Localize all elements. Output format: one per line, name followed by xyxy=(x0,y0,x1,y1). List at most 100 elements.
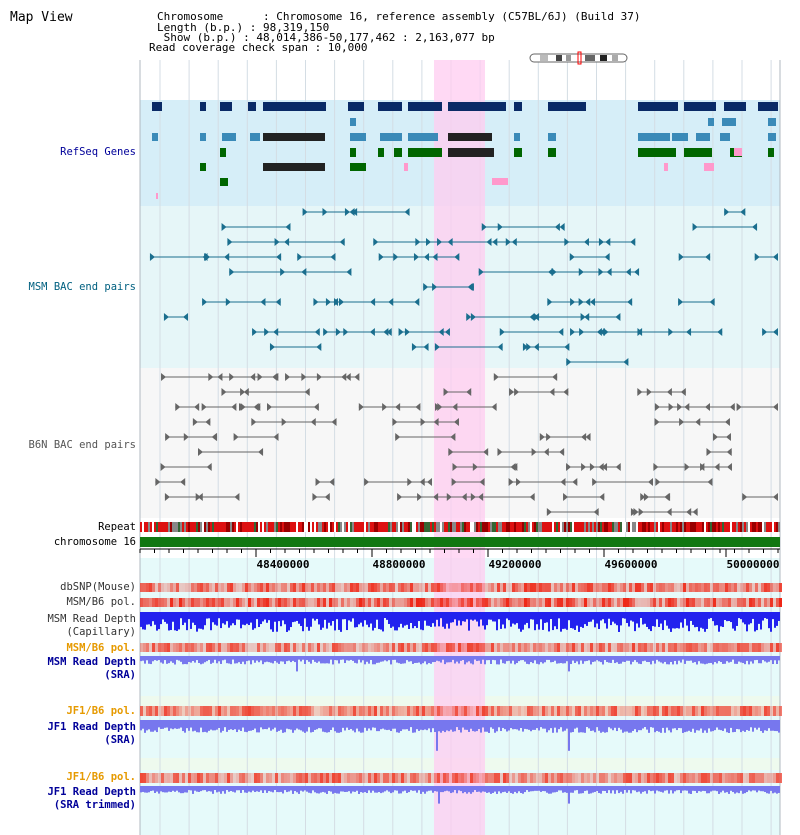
msm-sra-depth-bar xyxy=(450,656,452,663)
repeat-segment xyxy=(326,522,328,532)
jf1-trimmed-depth-bar xyxy=(484,786,486,792)
refseq-gene xyxy=(722,118,736,126)
jf1-trimmed-depth-bar xyxy=(160,786,162,792)
jf1-sra-depth-bar xyxy=(216,720,218,730)
msm-capillary-depth-bar xyxy=(212,612,214,623)
msm-b6-pol-heat-2 xyxy=(230,643,233,652)
msm-capillary-depth-bar xyxy=(706,612,708,629)
b6n-bac-end xyxy=(479,478,485,486)
msm-capillary-depth-bar xyxy=(172,612,174,622)
msm-b6-pol-heat xyxy=(290,598,293,607)
msm-bac-end xyxy=(432,283,438,291)
msm-b6-pol-heat xyxy=(431,598,434,607)
b6n-bac-end xyxy=(686,508,692,516)
jf1-b6-pol-heat-2 xyxy=(395,773,398,783)
dbsnp-heat xyxy=(425,583,428,592)
jf1-trimmed-depth-bar xyxy=(702,786,704,791)
repeat-segment xyxy=(472,522,474,532)
jf1-b6-pol-heat xyxy=(410,706,413,716)
jf1-trimmed-depth-bar xyxy=(424,786,426,794)
msm-bac-end xyxy=(692,223,698,231)
jf1-b6-pol-heat xyxy=(599,706,602,716)
msm-capillary-depth-bar xyxy=(234,612,236,626)
ideogram-band xyxy=(566,55,571,61)
msm-sra-depth-bar xyxy=(712,656,714,665)
msm-b6-pol-heat xyxy=(281,598,284,607)
msm-b6-pol-heat xyxy=(221,598,224,607)
msm-b6-pol-heat xyxy=(689,598,692,607)
b6n-bac-end xyxy=(257,373,263,381)
repeat-segment xyxy=(540,522,542,532)
msm-b6-pol-heat-2 xyxy=(149,643,152,652)
jf1-sra-depth-bar xyxy=(354,720,356,733)
jf1-b6-pol-heat xyxy=(620,706,623,716)
track-label-refseq[interactable]: RefSeq Genes xyxy=(60,146,136,158)
jf1-sra-depth-bar xyxy=(162,720,164,729)
refseq-gene xyxy=(263,133,325,141)
jf1-b6-pol-heat-2 xyxy=(341,773,344,783)
msm-b6-pol-heat xyxy=(701,598,704,607)
jf1-b6-pol-heat-2 xyxy=(662,773,665,783)
track-label-msm-depth-capillary: MSM Read Depth xyxy=(47,613,136,625)
dbsnp-heat xyxy=(194,583,197,592)
jf1-sra-depth-bar xyxy=(648,720,650,733)
jf1-b6-pol-heat xyxy=(749,706,752,716)
repeat-segment xyxy=(536,522,538,532)
jf1-trimmed-depth-bar xyxy=(246,786,248,793)
track-label-msm-bac[interactable]: MSM BAC end pairs xyxy=(28,281,136,293)
msm-sra-depth-bar xyxy=(232,656,234,660)
b6n-bac-end xyxy=(446,493,452,501)
jf1-sra-depth-bar xyxy=(224,720,226,728)
repeat-segment xyxy=(212,522,214,532)
jf1-sra-depth-bar xyxy=(192,720,194,732)
jf1-b6-pol-heat-2 xyxy=(224,773,227,783)
repeat-segment xyxy=(704,522,706,532)
msm-capillary-depth-bar xyxy=(470,612,472,620)
dbsnp-heat xyxy=(326,583,329,592)
msm-b6-pol-heat-2 xyxy=(206,643,209,652)
msm-sra-depth-bar xyxy=(304,656,306,664)
dbsnp-heat xyxy=(572,583,575,592)
repeat-segment xyxy=(464,522,466,532)
jf1-trimmed-depth-bar xyxy=(748,786,750,791)
jf1-b6-pol-heat-2 xyxy=(251,773,254,783)
jf1-trimmed-depth-bar xyxy=(162,786,164,793)
ideogram-band xyxy=(585,55,595,61)
dbsnp-heat xyxy=(752,583,755,592)
jf1-trimmed-depth-bar xyxy=(528,786,530,792)
msm-sra-depth-bar xyxy=(406,656,408,661)
msm-bac-end xyxy=(634,268,640,276)
msm-capillary-depth-bar xyxy=(270,612,272,630)
jf1-trimmed-depth-bar xyxy=(504,786,506,792)
msm-sra-depth-bar xyxy=(392,656,394,660)
jf1-trimmed-depth-bar xyxy=(588,786,590,794)
msm-bac-end xyxy=(499,328,505,336)
msm-b6-pol-heat xyxy=(191,598,194,607)
track-label-msm-b6-pol-2: MSM/B6 pol. xyxy=(66,642,136,654)
jf1-b6-pol-heat xyxy=(638,706,641,716)
msm-capillary-depth-bar xyxy=(304,612,306,619)
track-label-b6n-bac[interactable]: B6N BAC end pairs xyxy=(28,439,136,451)
msm-sra-depth-bar xyxy=(238,656,240,663)
msm-b6-pol-heat-2 xyxy=(770,643,773,652)
msm-capillary-depth-bar xyxy=(718,612,720,632)
repeat-segment xyxy=(526,522,528,532)
msm-b6-pol-heat-2 xyxy=(467,643,470,652)
jf1-trimmed-depth-bar xyxy=(410,786,412,791)
msm-b6-pol-heat-2 xyxy=(659,643,662,652)
msm-b6-pol-heat-2 xyxy=(176,643,179,652)
jf1-b6-pol-heat xyxy=(764,706,767,716)
msm-bac-end xyxy=(564,343,570,351)
msm-capillary-depth-bar xyxy=(444,612,446,629)
jf1-trimmed-depth-bar xyxy=(554,786,556,793)
msm-b6-pol-heat xyxy=(503,598,506,607)
jf1-sra-depth-bar xyxy=(382,720,384,729)
msm-b6-pol-heat xyxy=(461,598,464,607)
msm-capillary-depth-bar xyxy=(684,612,686,619)
dbsnp-heat xyxy=(593,583,596,592)
msm-b6-pol-heat xyxy=(167,598,170,607)
msm-sra-depth-bar xyxy=(530,656,532,663)
jf1-sra-depth-bar xyxy=(668,720,670,731)
repeat-segment xyxy=(196,522,198,532)
